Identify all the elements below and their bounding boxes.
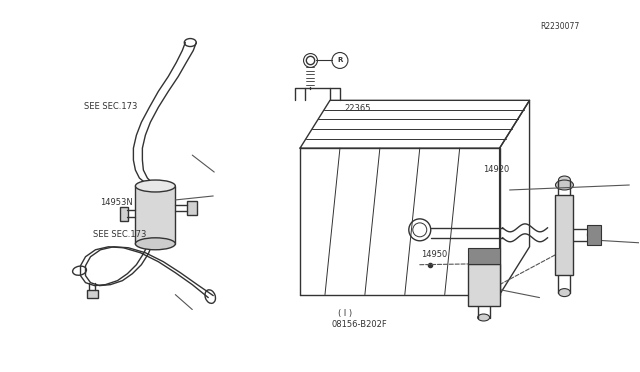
Text: ( l ): ( l ) (338, 310, 352, 318)
Text: 14920: 14920 (483, 165, 509, 174)
Bar (588, 225, 602, 245)
Bar (468, 264, 500, 305)
Text: R2230077: R2230077 (540, 22, 580, 31)
Ellipse shape (588, 229, 595, 241)
Text: 14953N: 14953N (100, 198, 132, 207)
Text: 14950: 14950 (421, 250, 447, 259)
Bar (136, 186, 175, 244)
Bar (86, 290, 99, 298)
Text: R: R (337, 57, 342, 64)
Text: 22365: 22365 (344, 104, 371, 113)
Bar (120, 207, 129, 221)
Ellipse shape (477, 314, 490, 321)
Text: SEE SEC.173: SEE SEC.173 (93, 230, 147, 239)
Text: 08156-B202F: 08156-B202F (332, 321, 387, 330)
Bar (556, 195, 573, 275)
Text: SEE SEC.173: SEE SEC.173 (84, 102, 137, 111)
Bar (188, 201, 197, 215)
Bar (468, 248, 500, 264)
Ellipse shape (559, 176, 570, 184)
Ellipse shape (136, 238, 175, 250)
Ellipse shape (136, 180, 175, 192)
Ellipse shape (556, 180, 573, 190)
Ellipse shape (559, 289, 570, 296)
